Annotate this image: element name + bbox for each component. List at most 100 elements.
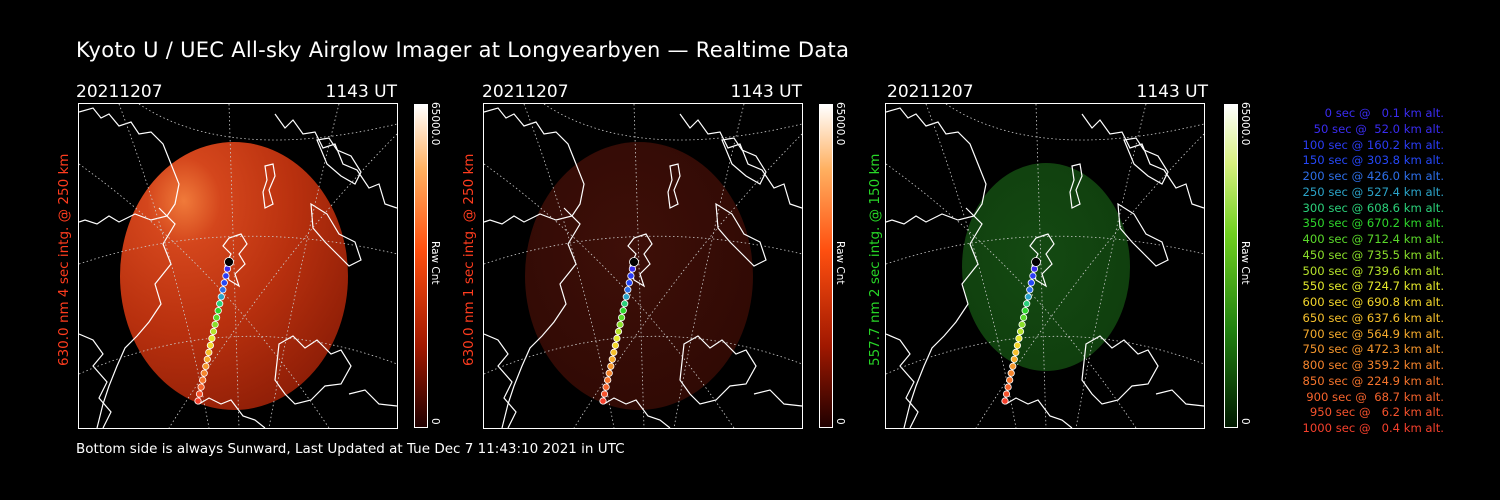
grid-line: [673, 104, 745, 428]
coastline: [79, 107, 180, 225]
track-point: [1018, 321, 1026, 329]
track-point: [208, 334, 216, 342]
legend-row: 400 sec @ 712.4 km alt.: [1302, 232, 1444, 246]
coastline-map: [484, 107, 802, 428]
grid-line: [886, 335, 1204, 375]
panel-3-colorbar-unit: Raw Cnt: [1239, 241, 1251, 285]
coastline: [1155, 389, 1204, 407]
track-point: [203, 355, 211, 363]
legend-row: 550 sec @ 724.7 km alt.: [1302, 279, 1444, 294]
track-point: [610, 348, 618, 356]
rocket-track: [1001, 257, 1041, 405]
track-point: [1031, 257, 1041, 267]
panel-2-ylabel: 630.0 nm 1 sec intg. @ 250 km: [461, 153, 477, 366]
grid-line: [79, 235, 397, 265]
altitude-legend: 0 sec @ 0.1 km alt. 50 sec @ 52.0 km alt.…: [1262, 106, 1444, 437]
coastline: [667, 163, 681, 209]
track-point: [1012, 348, 1020, 356]
track-point: [625, 279, 633, 287]
panel-2-colorbar-unit: Raw Cnt: [834, 241, 846, 285]
legend-row: 800 sec @ 359.2 km alt.: [1302, 358, 1444, 372]
track-point: [627, 272, 635, 280]
panel-2-colorbar: [819, 104, 833, 428]
track-point: [622, 293, 630, 301]
coastline: [274, 335, 352, 405]
legend-row: 500 sec @ 739.6 km alt.: [1302, 263, 1444, 278]
track-point: [629, 257, 639, 267]
track-point: [1004, 383, 1012, 391]
grid-line: [168, 133, 397, 428]
track-point: [608, 355, 616, 363]
coastline: [79, 333, 112, 428]
track-point: [1002, 390, 1011, 398]
track-point: [1027, 279, 1035, 287]
legend-row: 650 sec @ 637.6 km alt.: [1302, 310, 1444, 325]
legend-row: 450 sec @ 735.5 km alt.: [1302, 247, 1444, 262]
legend-row: 250 sec @ 527.4 km alt.: [1302, 184, 1444, 199]
coastline: [316, 137, 362, 185]
panel-3-colorbar: [1224, 104, 1238, 428]
coastline: [903, 207, 983, 428]
coastline: [501, 207, 581, 428]
track-point: [602, 383, 610, 391]
legend-row: 50 sec @ 52.0 km alt.: [1313, 121, 1444, 136]
legend-row: 300 sec @ 608.6 km alt.: [1302, 200, 1444, 215]
grid-line: [543, 104, 802, 141]
track-point: [220, 279, 228, 287]
legend-row: 100 sec @ 160.2 km alt.: [1302, 137, 1444, 152]
track-point: [621, 300, 629, 308]
track-point: [1026, 286, 1034, 294]
track-point: [618, 314, 626, 322]
track-point: [607, 362, 615, 370]
track-point: [1029, 272, 1037, 280]
track-point: [1020, 314, 1028, 322]
coastline: [679, 113, 802, 209]
grid-line: [573, 133, 802, 428]
coastline: [1123, 137, 1169, 185]
track-point: [1024, 293, 1032, 301]
panel-2-colorbar-min: 0: [834, 418, 846, 425]
coastline: [753, 389, 802, 407]
panel-1-image: [78, 103, 398, 429]
legend-row: 950 sec @ 6.2 km alt.: [1309, 405, 1444, 420]
track-point: [600, 390, 609, 398]
track-point: [195, 390, 204, 398]
grid-line: [484, 335, 802, 375]
coastline: [715, 202, 767, 267]
panel-1-ylabel: 630.0 nm 4 sec intg. @ 250 km: [56, 153, 72, 366]
track-point: [605, 369, 613, 377]
panel-1-colorbar-unit: Raw Cnt: [429, 241, 441, 285]
track-point: [1010, 355, 1018, 363]
panel-3-date: 20211207: [887, 82, 974, 102]
track-point: [219, 286, 227, 294]
track-point: [619, 307, 627, 315]
coastline: [348, 389, 397, 407]
track-point: [199, 376, 207, 384]
airglow-disk: [962, 163, 1130, 371]
track-point: [200, 369, 208, 377]
panel-1-colorbar: [414, 104, 428, 428]
track-point: [613, 334, 621, 342]
coastline: [198, 397, 266, 428]
track-point: [211, 321, 219, 329]
track-point: [614, 327, 623, 336]
panel-1-date: 20211207: [76, 82, 163, 102]
track-point: [599, 397, 607, 405]
coastline: [262, 163, 276, 209]
panel-3-ylabel: 557.7 nm 2 sec intg. @ 150 km: [867, 153, 883, 366]
legend-row: 900 sec @ 68.7 km alt.: [1306, 389, 1444, 404]
track-point: [213, 314, 221, 322]
track-point: [1023, 300, 1031, 308]
coastline: [1069, 163, 1083, 209]
legend-row: 750 sec @ 472.3 km alt.: [1302, 342, 1444, 357]
track-point: [1007, 369, 1015, 377]
legend-row: 0 sec @ 0.1 km alt.: [1324, 106, 1444, 120]
coastline: [222, 233, 248, 288]
track-point: [197, 383, 205, 391]
track-point: [194, 397, 202, 405]
coastline: [310, 202, 362, 267]
grid-line: [484, 163, 735, 428]
grid-line: [268, 104, 340, 428]
grid-line: [886, 235, 1204, 265]
panel-1-time: 1143 UT: [325, 82, 398, 102]
